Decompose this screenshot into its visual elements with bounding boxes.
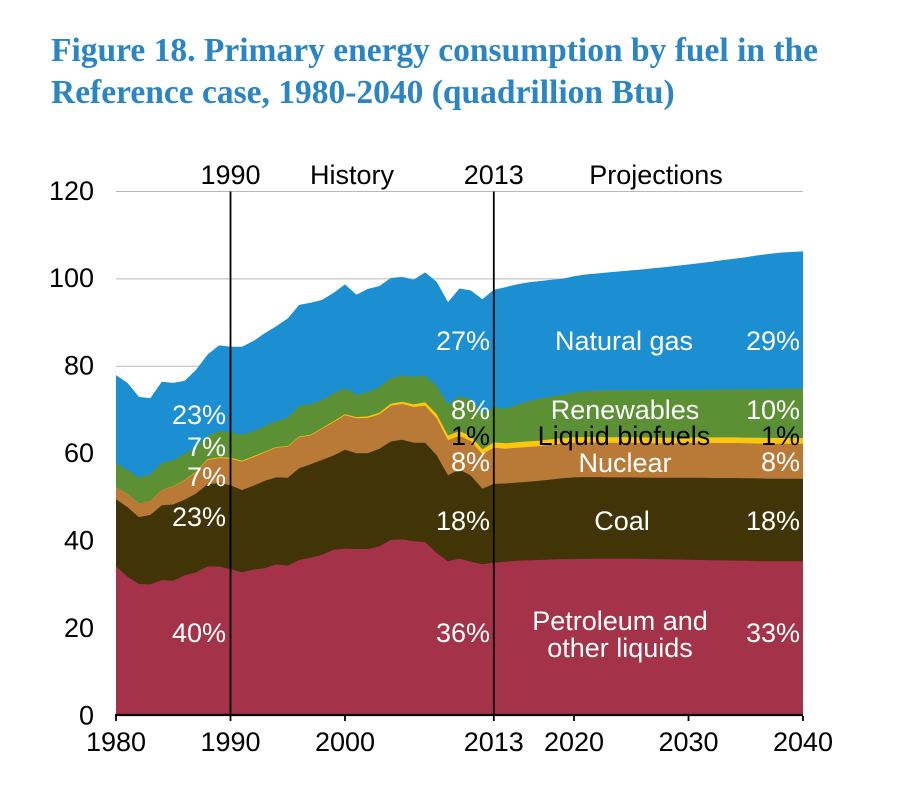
svg-text:8%: 8% <box>451 395 490 425</box>
svg-text:100: 100 <box>49 263 94 293</box>
svg-text:Petroleum and: Petroleum and <box>532 606 708 636</box>
svg-text:8%: 8% <box>761 447 800 477</box>
svg-text:18%: 18% <box>436 506 490 536</box>
svg-text:1%: 1% <box>761 421 800 451</box>
svg-text:other liquids: other liquids <box>547 633 693 663</box>
svg-text:2020: 2020 <box>544 727 604 757</box>
svg-text:Renewables: Renewables <box>551 395 700 425</box>
svg-text:7%: 7% <box>187 462 226 492</box>
svg-text:Natural gas: Natural gas <box>555 326 693 356</box>
svg-text:40%: 40% <box>172 618 226 648</box>
svg-text:1990: 1990 <box>200 727 260 757</box>
svg-text:7%: 7% <box>187 432 226 462</box>
svg-text:60: 60 <box>64 438 94 468</box>
svg-text:2000: 2000 <box>315 727 375 757</box>
svg-text:8%: 8% <box>451 447 490 477</box>
svg-text:20: 20 <box>64 613 94 643</box>
svg-text:40: 40 <box>64 526 94 556</box>
svg-text:Coal: Coal <box>594 506 650 536</box>
svg-text:Nuclear: Nuclear <box>578 448 671 478</box>
svg-text:History: History <box>310 160 395 190</box>
svg-text:23%: 23% <box>172 400 226 430</box>
svg-text:27%: 27% <box>436 326 490 356</box>
svg-text:2013: 2013 <box>464 727 524 757</box>
svg-text:1980: 1980 <box>86 727 146 757</box>
svg-text:1%: 1% <box>451 421 490 451</box>
svg-text:2013: 2013 <box>464 160 524 190</box>
svg-text:2040: 2040 <box>773 727 833 757</box>
svg-text:33%: 33% <box>746 618 800 648</box>
svg-text:23%: 23% <box>172 502 226 532</box>
svg-text:120: 120 <box>49 176 94 206</box>
svg-text:29%: 29% <box>746 326 800 356</box>
svg-text:2030: 2030 <box>658 727 718 757</box>
svg-text:Liquid biofuels: Liquid biofuels <box>538 421 711 451</box>
svg-text:18%: 18% <box>746 506 800 536</box>
svg-text:80: 80 <box>64 351 94 381</box>
svg-text:36%: 36% <box>436 618 490 648</box>
svg-text:1990: 1990 <box>200 160 260 190</box>
svg-text:Projections: Projections <box>589 160 723 190</box>
svg-text:0: 0 <box>79 700 94 730</box>
svg-text:10%: 10% <box>746 395 800 425</box>
